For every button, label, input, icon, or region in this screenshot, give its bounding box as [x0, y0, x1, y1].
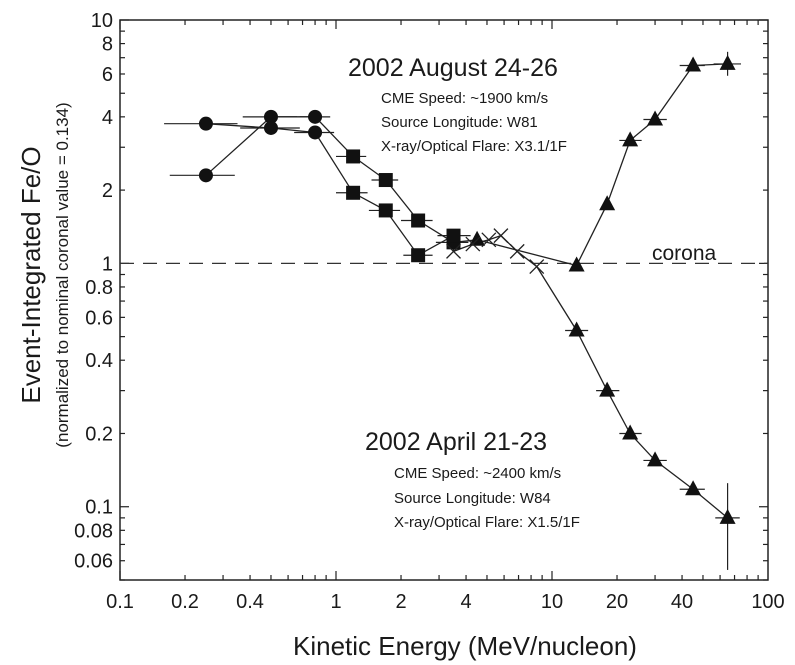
x-tick-label: 40: [671, 591, 693, 613]
data-point-triangle: [685, 480, 702, 496]
x-tick-label: 10: [541, 591, 563, 613]
event1-line-3: X-ray/Optical Flare: X3.1/1F: [381, 138, 567, 155]
data-point-square: [411, 213, 426, 228]
data-point-cross: [509, 243, 525, 259]
data-point-triangle: [568, 321, 585, 337]
x-tick-label: 4: [460, 591, 471, 613]
y-tick-label: 2: [102, 180, 113, 202]
data-point-circle: [198, 168, 213, 183]
event2-line-1: CME Speed: ~2400 km/s: [394, 465, 561, 482]
data-point-circle: [263, 109, 278, 124]
data-point-triangle: [622, 424, 639, 440]
tick-labels: 0.1 0.2 0.4 1 2 4 10 20 40 1000.060.080.10.20.40.…: [74, 10, 785, 613]
plot-frame: [119, 19, 769, 581]
x-tick-label: 2: [395, 591, 406, 613]
event2-line-2: Source Longitude: W84: [394, 490, 551, 507]
data-point-triangle: [647, 110, 664, 126]
y-tick-label: 0.08: [74, 520, 113, 542]
y-tick-label: 10: [91, 10, 113, 32]
x-tick-label: 0.2: [171, 591, 199, 613]
data-point-square: [346, 149, 361, 164]
event1-title: 2002 August 24-26: [348, 54, 558, 82]
data-point-cross: [493, 228, 509, 244]
series-line-apr2002: [205, 123, 729, 519]
y-tick-label: 0.2: [85, 423, 113, 445]
event1-line-1: CME Speed: ~1900 km/s: [381, 90, 548, 107]
y-tick-label: 6: [102, 64, 113, 86]
reference-line-label: corona: [652, 242, 717, 265]
data-point-square: [346, 185, 361, 200]
data-point-square: [378, 173, 393, 188]
y-axis-sublabel: (normalized to nominal coronal value = 0…: [53, 102, 72, 447]
data-point-circle: [308, 109, 323, 124]
data-point-cross: [529, 259, 545, 275]
axes-frame: [119, 19, 769, 581]
data-point-cross: [446, 243, 461, 259]
data-point-cross: [481, 232, 497, 248]
x-tick-label: 1: [330, 591, 341, 613]
data-point-triangle: [599, 381, 616, 397]
data-point-triangle: [599, 195, 616, 211]
series-layer: [164, 51, 742, 570]
data-point-triangle: [719, 54, 736, 70]
x-tick-label: 0.4: [236, 591, 264, 613]
data-point-triangle: [685, 56, 702, 72]
y-tick-label: 0.8: [85, 277, 113, 299]
y-tick-label: 0.4: [85, 350, 113, 372]
y-tick-label: 4: [102, 107, 113, 129]
y-tick-label: 0.6: [85, 307, 113, 329]
data-point-triangle: [568, 256, 585, 272]
data-point-triangle: [647, 451, 664, 467]
y-axis-label: Event-Integrated Fe/O: [16, 146, 46, 403]
y-tick-label: 0.06: [74, 551, 113, 573]
data-point-square: [378, 203, 393, 218]
data-point-square: [446, 228, 461, 243]
data-point-triangle: [719, 508, 736, 524]
x-tick-label: 20: [606, 591, 628, 613]
y-tick-label: 1: [102, 253, 113, 275]
y-tick-label: 0.1: [85, 497, 113, 519]
x-tick-label: 100: [751, 591, 784, 613]
data-point-square: [411, 248, 426, 263]
data-point-triangle: [622, 131, 639, 147]
event1-line-2: Source Longitude: W81: [381, 114, 538, 131]
data-point-circle: [198, 116, 213, 131]
x-tick-label: 0.1: [106, 591, 134, 613]
event2-line-3: X-ray/Optical Flare: X1.5/1F: [394, 514, 580, 531]
x-axis-label: Kinetic Energy (MeV/nucleon): [293, 631, 637, 661]
event2-title: 2002 April 21-23: [365, 428, 547, 456]
data-point-triangle: [469, 230, 486, 246]
data-point-circle: [263, 120, 278, 135]
data-point-cross: [465, 236, 481, 252]
y-tick-label: 8: [102, 34, 113, 56]
data-point-circle: [308, 125, 323, 140]
